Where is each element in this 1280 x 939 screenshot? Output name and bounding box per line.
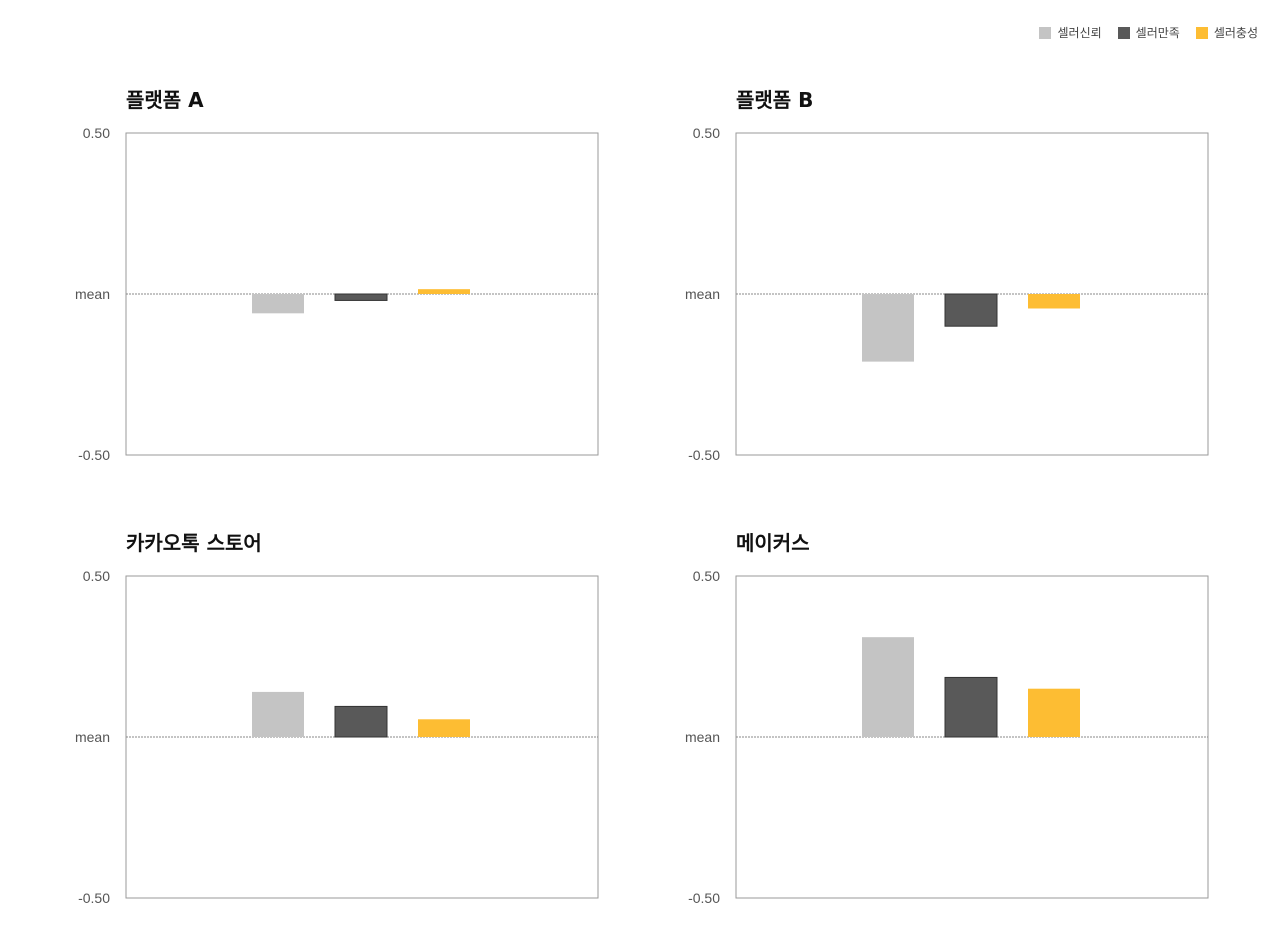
bar: [252, 294, 304, 314]
chart-title: 카카오톡 스토어: [126, 531, 262, 555]
chart-panel-platform-b: 플랫폼 B 0.50 mean -0.50: [680, 84, 1240, 484]
bar: [944, 293, 998, 327]
bar: [418, 719, 470, 737]
legend-item-seller-trust: 셀러신뢰: [1039, 24, 1102, 41]
legend-label: 셀러신뢰: [1057, 26, 1102, 40]
bar: [862, 294, 914, 362]
y-tick-label: -0.50: [688, 447, 720, 463]
y-tick-label: mean: [75, 286, 110, 302]
bar: [252, 691, 304, 737]
legend-label: 셀러만족: [1135, 26, 1180, 40]
y-tick-label: 0.50: [83, 568, 110, 584]
chart-panel-platform-a: 플랫폼 A 0.50 mean -0.50: [70, 84, 630, 484]
bar: [418, 289, 470, 294]
y-tick-label: 0.50: [83, 125, 110, 141]
bar: [1028, 688, 1080, 737]
bar-chart: 0.50 mean -0.50: [685, 568, 1209, 906]
y-tick-label: -0.50: [688, 890, 720, 906]
bar: [1028, 294, 1080, 309]
bar-chart: 0.50 mean -0.50: [75, 568, 599, 906]
y-tick-label: -0.50: [78, 447, 110, 463]
legend-swatch: [1195, 26, 1208, 39]
chart-panel-makers: 메이커스 0.50 mean -0.50: [680, 527, 1240, 927]
chart-title: 메이커스: [736, 531, 810, 555]
bar: [334, 293, 388, 301]
bar: [944, 676, 998, 738]
bar-chart: 0.50 mean -0.50: [75, 125, 599, 463]
chart-title: 플랫폼 A: [126, 88, 204, 112]
y-tick-label: -0.50: [78, 890, 110, 906]
bar-chart: 0.50 mean -0.50: [685, 125, 1209, 463]
legend-item-seller-loyalty: 셀러충성: [1195, 24, 1258, 41]
legend-swatch: [1117, 26, 1130, 39]
legend-label: 셀러충성: [1213, 26, 1258, 40]
y-tick-label: mean: [685, 729, 720, 745]
chart-panel-kakaotalk-store: 카카오톡 스토어 0.50 mean -0.50: [70, 527, 630, 927]
y-tick-label: 0.50: [693, 125, 720, 141]
legend-swatch: [1039, 26, 1052, 39]
bar: [334, 705, 388, 738]
y-tick-label: mean: [685, 286, 720, 302]
legend-item-seller-satisfaction: 셀러만족: [1117, 24, 1180, 41]
chart-title: 플랫폼 B: [736, 88, 814, 112]
y-tick-label: mean: [75, 729, 110, 745]
chart-legend: 셀러신뢰 셀러만족 셀러충성: [1039, 24, 1258, 41]
bar: [862, 637, 914, 737]
y-tick-label: 0.50: [693, 568, 720, 584]
